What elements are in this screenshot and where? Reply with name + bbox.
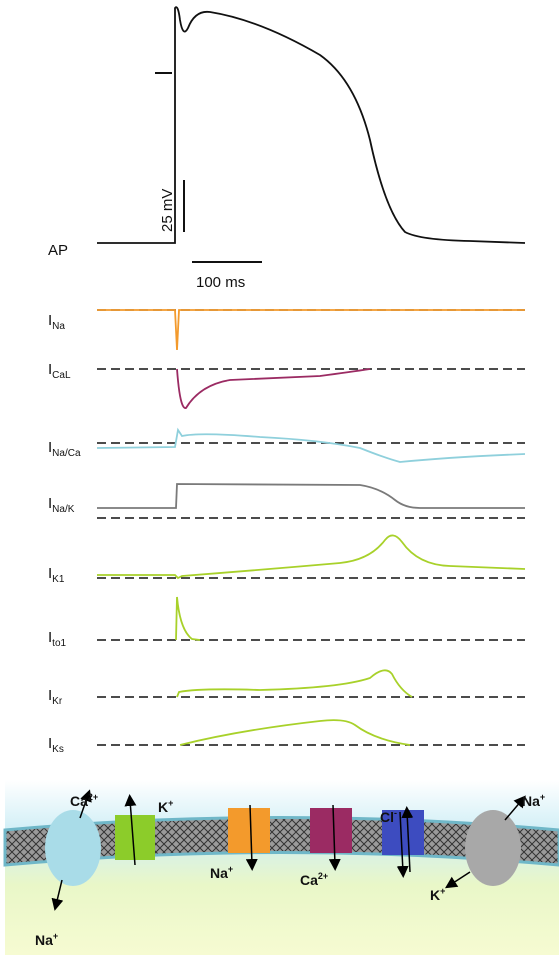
na-k-pump: [465, 810, 521, 886]
ion-label: Na+: [210, 864, 233, 881]
membrane-background: [5, 780, 559, 955]
ion-label: Ca2+: [70, 792, 98, 809]
voltage-scale-label: 25 mV: [159, 189, 176, 232]
currents: INa ICaL INa/Ca INa/K IK1 Ito1 IKr IKs: [48, 309, 526, 755]
time-scale-label: 100 ms: [196, 274, 245, 291]
ap-panel: 25 mV 100 ms AP: [48, 6, 526, 291]
ical-trace: [176, 368, 371, 409]
current-label: INa/K: [48, 495, 75, 515]
k-channel: [115, 815, 155, 860]
ap-trace: [97, 6, 526, 244]
current-label: INa/Ca: [48, 439, 81, 459]
ap-label: AP: [48, 242, 68, 259]
ion-label: K+: [430, 886, 445, 903]
arrow: [79, 789, 92, 819]
ion-label: K+: [158, 798, 173, 815]
ca-channel: [310, 808, 352, 853]
ion-label: Cl-: [380, 808, 397, 825]
current-label: IK1: [48, 565, 65, 585]
arrow: [328, 804, 341, 871]
arrow: [245, 804, 258, 871]
current-label: ICaL: [48, 361, 71, 381]
ion-label: Na+: [522, 792, 545, 809]
na-channel: [228, 808, 270, 853]
arrow: [444, 871, 471, 889]
ion-label: Na+: [35, 931, 58, 948]
current-label: Ito1: [48, 629, 67, 649]
arrow: [396, 811, 409, 878]
ion-label: Ca2+: [300, 871, 328, 888]
arrow: [124, 794, 137, 866]
current-label: IKs: [48, 735, 64, 755]
ikr-trace: [176, 669, 413, 698]
ito1-trace: [175, 596, 201, 641]
membrane: Ca2+ K+ Na+ Ca2+ Cl- Na+ K+ Na+: [3, 780, 559, 955]
exchanger: [45, 810, 101, 886]
arrow: [401, 806, 414, 873]
ina-trace: [97, 309, 525, 351]
inak-trace: [97, 483, 525, 509]
iks-trace: [179, 719, 411, 746]
arrow: [504, 795, 526, 821]
arrow: [51, 879, 64, 911]
inaca-trace: [96, 427, 526, 463]
ik1-trace: [97, 534, 526, 580]
current-label: INa: [48, 312, 65, 332]
current-label: IKr: [48, 687, 63, 707]
